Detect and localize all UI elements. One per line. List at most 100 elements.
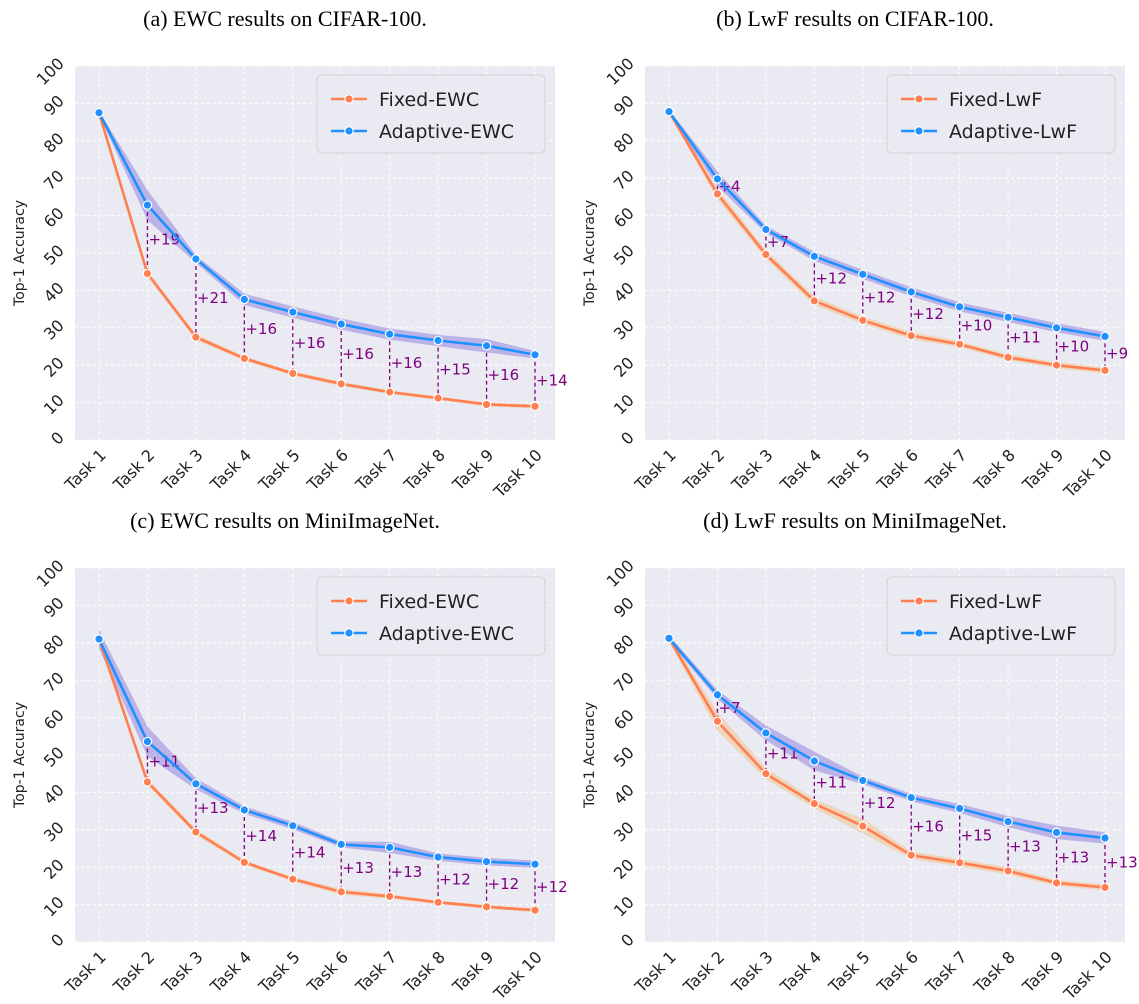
series-line: [97, 638, 536, 912]
y-tick-label: 40: [40, 278, 68, 306]
delta-label: +19: [148, 230, 180, 248]
x-tick-label: Task 3: [157, 947, 206, 996]
data-point: [384, 842, 395, 853]
delta-label: +12: [912, 305, 944, 323]
delta-label: +13: [391, 863, 423, 881]
data-point: [954, 803, 965, 814]
data-point: [433, 852, 443, 862]
data-point: [142, 777, 153, 787]
data-point: [336, 319, 347, 329]
x-tick-label: Task 7: [921, 947, 970, 996]
y-tick-label: 80: [610, 631, 638, 659]
chart-panel-b: (b) LwF results on CIFAR-100. 0 10 20 30 40 50…: [570, 0, 1139, 502]
y-tick-label: 30: [610, 316, 638, 344]
delta-label: +11: [148, 753, 180, 771]
y-tick-label: 40: [610, 278, 638, 306]
delta-label: +14: [294, 843, 326, 861]
delta-label: +7: [767, 233, 789, 251]
legend-swatch-marker: [344, 94, 354, 104]
data-point: [481, 856, 492, 867]
data-point: [191, 827, 201, 837]
legend-label: Fixed-EWC: [379, 591, 479, 613]
y-axis-label: Top-1 Accuracy: [12, 200, 28, 307]
delta-label: +13: [197, 799, 229, 817]
delta-label: +13: [342, 859, 374, 877]
legend-label: Adaptive-EWC: [379, 121, 514, 143]
data-point: [1003, 816, 1013, 827]
y-tick-label: 40: [40, 780, 68, 808]
x-tick-label: Task 2: [679, 445, 728, 494]
data-point: [1100, 882, 1110, 893]
y-tick-label: 10: [610, 893, 638, 921]
data-point: [1100, 365, 1110, 376]
data-point: [481, 902, 492, 912]
data-point: [384, 387, 395, 397]
legend-label: Adaptive-LwF: [949, 623, 1077, 645]
x-tick-label: Task 10: [489, 445, 546, 502]
chart-panel-c: (c) EWC results on MiniImageNet. 0 10 20 30 4…: [0, 502, 570, 1004]
y-tick-label: 30: [40, 316, 68, 344]
x-tick-label: Task 1: [630, 947, 679, 996]
chart-title: (a) EWC results on CIFAR-100.: [143, 6, 427, 31]
y-tick-label: 50: [40, 241, 68, 269]
x-tick-label: Task 5: [824, 445, 873, 494]
x-tick-label: Task 3: [727, 445, 776, 494]
x-tick-label: Task 6: [873, 947, 922, 996]
data-point: [287, 874, 298, 884]
legend-box: [316, 74, 546, 154]
y-tick-label: 0: [617, 930, 638, 951]
data-point: [142, 736, 153, 747]
y-tick-label: 10: [40, 391, 68, 419]
legend-box: [886, 576, 1116, 656]
delta-label: +16: [342, 345, 374, 363]
delta-label: +7: [718, 699, 740, 717]
y-tick-label: 50: [40, 743, 68, 771]
y-tick-label: 80: [610, 129, 638, 157]
delta-label: +11: [1009, 328, 1041, 346]
data-point: [384, 329, 395, 339]
data-point: [664, 633, 674, 644]
data-point: [287, 820, 298, 831]
data-point: [481, 399, 492, 410]
delta-label: +4: [718, 177, 740, 195]
delta-label: +12: [864, 288, 896, 306]
y-tick-label: 20: [40, 353, 68, 381]
data-point: [712, 174, 723, 184]
data-point: [433, 393, 443, 403]
legend-label: Adaptive-EWC: [379, 623, 514, 645]
data-point: [809, 798, 820, 809]
delta-label: +9: [1106, 344, 1128, 362]
delta-label: +16: [245, 320, 277, 338]
legend-swatch-marker: [914, 126, 924, 136]
chart-title: (d) LwF results on MiniImageNet.: [703, 508, 1007, 533]
data-point: [906, 792, 917, 803]
data-point: [906, 330, 917, 341]
data-point: [1003, 352, 1013, 363]
y-tick-label: 70: [610, 668, 638, 696]
data-point: [1100, 833, 1110, 843]
series-line: [97, 112, 536, 357]
data-point: [530, 349, 540, 360]
data-point: [712, 716, 723, 727]
delta-label: +12: [864, 794, 896, 812]
x-tick-label: Task 1: [60, 947, 109, 996]
x-tick-label: Task 5: [824, 947, 873, 996]
y-tick-label: 0: [47, 930, 68, 951]
y-tick-label: 90: [610, 593, 638, 621]
data-point: [336, 839, 347, 850]
legend-swatch-marker: [344, 126, 354, 136]
data-point: [906, 850, 917, 861]
legend-label: Fixed-LwF: [949, 591, 1042, 613]
y-tick-label: 50: [610, 743, 638, 771]
data-point: [239, 857, 250, 868]
data-point: [712, 189, 723, 199]
series-line: [667, 637, 1106, 889]
delta-label: +11: [815, 773, 847, 791]
series-line: [668, 637, 1106, 840]
y-tick-label: 10: [610, 391, 638, 419]
x-tick-label: Task 6: [873, 445, 922, 494]
delta-label: +14: [536, 372, 568, 390]
x-tick-label: Task 4: [206, 445, 255, 494]
x-tick-label: Task 5: [254, 947, 303, 996]
data-point: [94, 634, 104, 644]
